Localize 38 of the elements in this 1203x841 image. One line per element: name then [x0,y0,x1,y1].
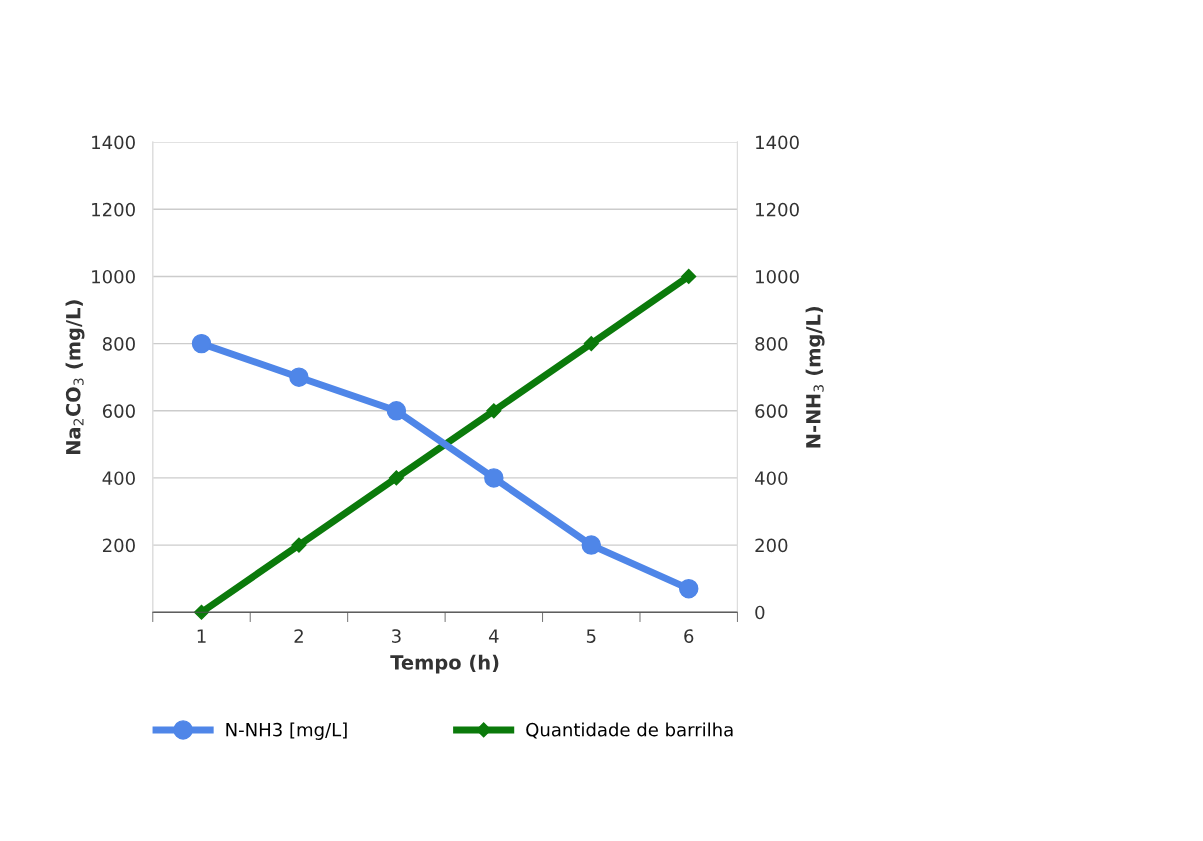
x-tick-label: 3 [392,629,401,643]
y-tick-label: 1400 [92,135,135,150]
point [386,401,407,421]
x-tick-label: 2 [294,629,303,643]
x-tick-label: 5 [586,629,596,643]
x-axis-title: Tempo (h) [390,654,499,674]
y-tick-label: 1200 [92,202,135,217]
y2-tick-label: 800 [755,337,788,351]
x-tick-label: 4 [488,629,499,643]
point [581,535,601,555]
point [678,579,699,599]
x-tick-label: 1 [197,629,206,643]
point [681,268,697,285]
y-tick-label: 1000 [92,269,135,284]
point [289,367,309,387]
y2-tick-label: 0 [755,605,765,620]
y-tick-label: 600 [102,404,135,418]
y-axis-title: Na$_{2}$CO$_{3}$ (mg/L) [65,300,85,455]
point [388,470,404,486]
point [486,403,502,419]
y2-tick-label: 600 [755,404,788,418]
point [191,333,212,354]
y2-tick-label: 200 [755,538,788,553]
y2-tick-label: 1200 [756,202,799,217]
point [583,336,599,352]
legend-label: Quantidade de barrilha [526,722,733,739]
legend-label: N-NH3 [mg/L] [226,722,347,740]
point [484,468,504,488]
point [193,604,210,620]
y-tick-label: 200 [102,538,135,553]
y-tick-label: 400 [102,471,135,486]
y2-tick-label: 400 [754,471,788,486]
y-tick-label: 800 [102,337,135,351]
point [291,537,307,553]
x-tick-label: 6 [684,629,694,643]
y2-tick-label: 1000 [756,269,799,284]
y2-axis-title: N-NH$_{3}$ (mg/L) [805,306,825,448]
y2-tick-label: 1400 [756,135,799,150]
